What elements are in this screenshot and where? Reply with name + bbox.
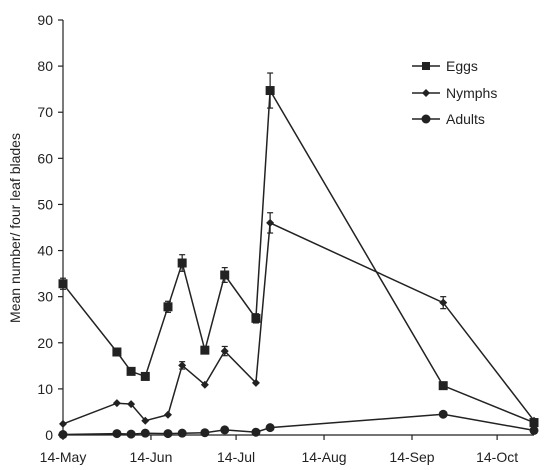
data-point-adults bbox=[163, 429, 173, 439]
y-tick-label: 20 bbox=[37, 335, 53, 351]
data-point-nymphs bbox=[266, 218, 275, 227]
data-point-adults bbox=[126, 429, 136, 439]
data-point-eggs bbox=[220, 270, 230, 280]
data-point-nymphs bbox=[127, 400, 136, 409]
legend-item-adults: Adults bbox=[412, 111, 485, 127]
x-tick-label: 14-Jul bbox=[217, 449, 255, 465]
data-point-adults bbox=[58, 430, 68, 440]
legend-item-nymphs: Nymphs bbox=[412, 85, 497, 101]
legend-label-nymphs: Nymphs bbox=[446, 85, 497, 101]
x-tick-label: 14-May bbox=[40, 449, 87, 465]
data-point-eggs bbox=[177, 258, 187, 268]
y-tick-label: 30 bbox=[37, 289, 53, 305]
legend-marker-adults bbox=[421, 114, 431, 124]
y-tick-label: 60 bbox=[37, 150, 53, 166]
data-point-adults bbox=[112, 429, 122, 439]
legend-label-eggs: Eggs bbox=[446, 58, 478, 74]
x-tick-label: 14-Oct bbox=[476, 449, 518, 465]
data-point-eggs bbox=[126, 366, 136, 376]
series-nymphs bbox=[59, 212, 538, 428]
data-point-adults bbox=[200, 428, 210, 438]
data-point-adults bbox=[251, 427, 261, 437]
data-point-eggs bbox=[140, 371, 150, 381]
data-point-adults bbox=[438, 409, 448, 419]
series-adults bbox=[58, 409, 539, 440]
x-tick-label: 14-Sep bbox=[389, 449, 434, 465]
data-point-adults bbox=[140, 428, 150, 438]
data-point-nymphs bbox=[220, 347, 229, 356]
series-layer bbox=[58, 72, 539, 440]
y-tick-label: 90 bbox=[37, 12, 53, 28]
data-point-eggs bbox=[251, 313, 261, 323]
data-point-eggs bbox=[200, 345, 210, 355]
y-ticks: 0 10 20 30 40 50 60 70 80 90 bbox=[37, 12, 63, 443]
data-point-adults bbox=[220, 425, 230, 435]
data-point-nymphs bbox=[112, 399, 121, 408]
legend-marker-nymphs bbox=[422, 89, 430, 97]
data-point-adults bbox=[265, 423, 275, 433]
data-point-nymphs bbox=[439, 298, 448, 307]
y-tick-label: 70 bbox=[37, 104, 53, 120]
x-ticks: 14-May 14-Jun 14-Jul 14-Aug 14-Sep 14-Oct bbox=[40, 435, 518, 465]
y-tick-label: 0 bbox=[45, 427, 53, 443]
data-point-adults bbox=[529, 425, 539, 435]
series-eggs bbox=[58, 72, 539, 428]
legend-label-adults: Adults bbox=[446, 111, 485, 127]
data-point-eggs bbox=[112, 347, 122, 357]
data-point-eggs bbox=[163, 302, 173, 312]
x-tick-label: 14-Aug bbox=[301, 449, 346, 465]
data-point-eggs bbox=[438, 381, 448, 391]
data-point-nymphs bbox=[530, 416, 538, 425]
data-point-nymphs bbox=[141, 416, 150, 425]
y-axis-title: Mean number/ four leaf blades bbox=[7, 133, 23, 323]
data-point-nymphs bbox=[163, 410, 172, 419]
data-point-nymphs bbox=[59, 419, 67, 428]
y-tick-label: 10 bbox=[37, 381, 53, 397]
data-point-eggs bbox=[265, 86, 275, 96]
data-point-nymphs bbox=[251, 378, 260, 387]
y-tick-label: 40 bbox=[37, 243, 53, 259]
legend-item-eggs: Eggs bbox=[412, 58, 478, 74]
x-tick-label: 14-Jun bbox=[130, 449, 173, 465]
y-tick-label: 50 bbox=[37, 196, 53, 212]
data-point-nymphs bbox=[178, 361, 187, 370]
legend-marker-eggs bbox=[422, 62, 430, 70]
legend: Eggs Nymphs Adults bbox=[412, 58, 497, 127]
data-point-eggs bbox=[58, 279, 68, 289]
y-tick-label: 80 bbox=[37, 58, 53, 74]
data-point-adults bbox=[177, 428, 187, 438]
data-point-nymphs bbox=[200, 380, 209, 389]
